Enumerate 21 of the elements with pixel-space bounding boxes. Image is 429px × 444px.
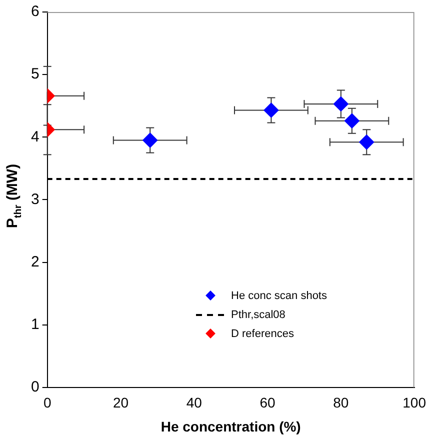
- point: [344, 113, 360, 128]
- point: [264, 102, 279, 118]
- y-tick-label: 5: [31, 66, 40, 83]
- y-tick-label: 3: [31, 190, 40, 208]
- legend-label: Pthr,scal08: [231, 308, 286, 320]
- x-tick-label: 0: [43, 394, 52, 411]
- x-tick-label: 20: [112, 394, 129, 411]
- y-tick-label: 6: [31, 3, 40, 20]
- x-tick-label: 100: [402, 394, 426, 411]
- y-tick-label: 2: [31, 253, 40, 270]
- y-tick-label: 1: [31, 316, 40, 333]
- x-tick-label: 60: [260, 394, 276, 411]
- y-tick-label: 0: [31, 378, 40, 396]
- x-axis-title: He concentration (%): [160, 418, 301, 434]
- point: [359, 134, 374, 150]
- y-tick-label: 4: [31, 128, 40, 146]
- x-tick-label: 80: [333, 394, 349, 411]
- point: [333, 96, 348, 112]
- legend-label: He conc scan shots: [231, 290, 327, 302]
- x-tick-label: 40: [186, 394, 202, 411]
- legend-label: D references: [231, 328, 294, 340]
